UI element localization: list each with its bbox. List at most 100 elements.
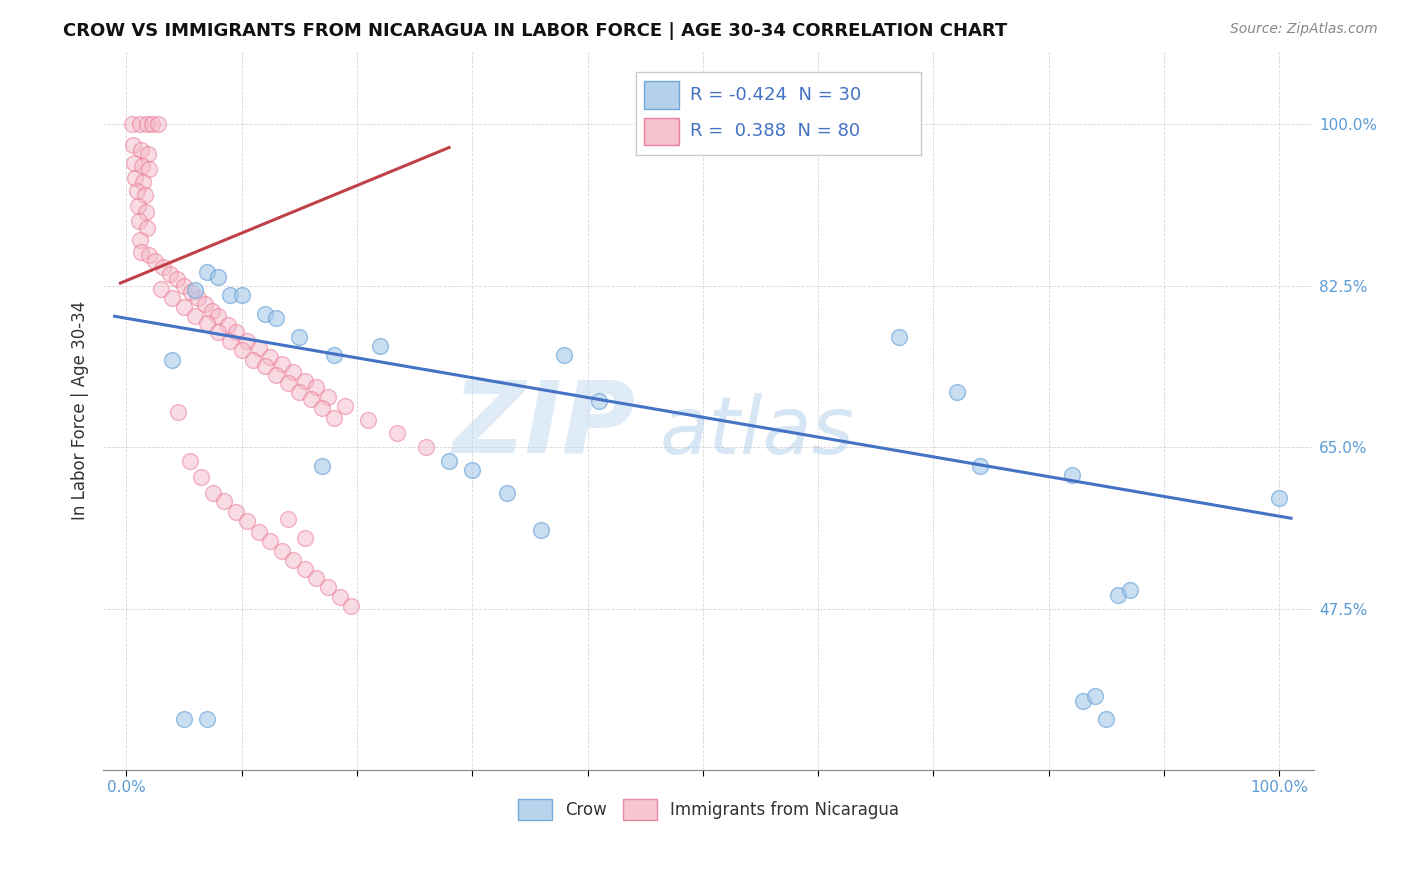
Point [180,285,202,300]
Point [207,269,229,284]
Point [288,329,311,343]
Point [129,143,152,157]
Point [294,374,316,388]
Point [294,562,316,576]
Point [122,156,145,170]
Point [134,187,156,202]
Point [357,412,380,426]
Point [437,454,460,468]
Text: Source: ZipAtlas.com: Source: ZipAtlas.com [1230,22,1378,37]
Point [969,458,991,473]
Point [305,380,328,394]
Point [187,291,209,305]
Point [270,357,292,371]
Point [184,310,207,324]
Point [530,523,553,537]
Point [127,199,149,213]
Point [138,248,160,262]
Point [242,352,264,367]
Point [368,339,391,353]
Point [294,531,316,545]
Point [1107,588,1129,602]
Point [316,390,339,404]
Point [132,175,155,189]
Point [288,384,311,399]
Point [335,399,357,413]
Point [225,325,247,339]
Point [212,493,235,508]
Point [129,244,152,259]
Point [207,325,229,339]
Point [173,300,195,314]
Point [136,147,159,161]
Point [159,267,181,281]
Point [195,712,218,726]
Point [253,359,276,373]
Point [138,161,160,176]
Legend: Crow, Immigrants from Nicaragua: Crow, Immigrants from Nicaragua [512,793,905,826]
Point [236,514,259,528]
Point [253,306,276,320]
Point [299,392,322,407]
Point [219,288,242,302]
Point [200,303,222,318]
Point [162,352,184,367]
Point [387,426,409,441]
Point [945,384,967,399]
Point [128,214,150,228]
Point [322,410,344,425]
Point [190,469,212,483]
Point [270,543,292,558]
Point [316,581,339,595]
Point [1073,694,1095,708]
Point [236,334,259,348]
Point [129,233,152,247]
Point [1118,583,1140,598]
Point [124,170,146,185]
Point [259,350,281,364]
Point [329,590,352,604]
Point [231,288,253,302]
Point [415,440,437,454]
Point [184,284,207,298]
Point [135,205,157,219]
Point [264,311,287,326]
Text: CROW VS IMMIGRANTS FROM NICARAGUA IN LABOR FORCE | AGE 30-34 CORRELATION CHART: CROW VS IMMIGRANTS FROM NICARAGUA IN LAB… [63,22,1008,40]
Point [277,512,299,526]
Point [136,118,159,132]
Point [311,458,333,473]
Point [588,394,610,409]
Point [225,505,247,519]
Point [195,316,218,330]
Point [219,334,242,348]
Point [152,260,174,275]
Point [461,463,484,477]
Point [148,118,170,132]
Point [264,368,287,383]
Y-axis label: In Labor Force | Age 30-34: In Labor Force | Age 30-34 [72,301,89,520]
Point [143,254,166,268]
Point [217,318,239,332]
Point [247,524,270,539]
Text: ZIP: ZIP [453,376,636,474]
Point [259,534,281,549]
Point [207,310,229,324]
Point [305,571,328,585]
Point [201,486,224,500]
Point [283,553,305,567]
Point [131,159,153,173]
Point [495,486,517,500]
Point [162,291,184,305]
Point [173,278,195,293]
Point [231,343,253,358]
Point [1060,467,1083,482]
Point [277,376,299,390]
Point [173,712,195,726]
Point [283,365,305,379]
Point [129,118,152,132]
Point [311,401,333,416]
Point [1095,712,1118,726]
Point [195,265,218,279]
Point [141,118,163,132]
Text: atlas: atlas [661,392,855,471]
